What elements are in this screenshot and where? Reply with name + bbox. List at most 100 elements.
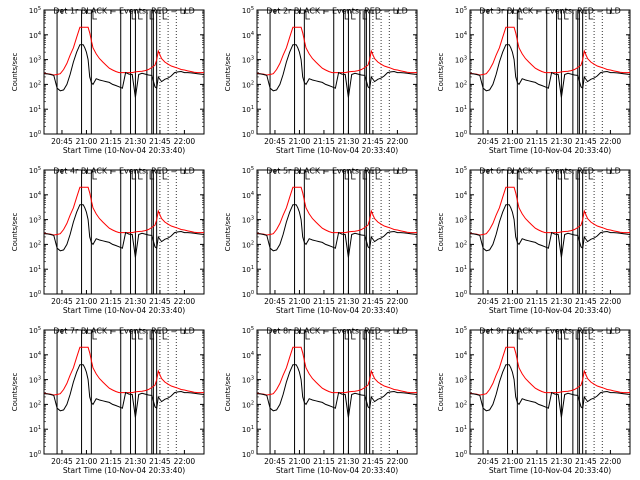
plot-frame [256, 329, 418, 455]
x-tick-label: 20:45 [264, 457, 286, 466]
series-line-events [469, 364, 631, 418]
x-tick-label: 21:15 [100, 137, 122, 146]
y-tick-label: 101 [29, 105, 41, 114]
x-tick-label: 21:45 [362, 137, 384, 146]
flag-mark [351, 11, 356, 20]
x-tick-label: 21:30 [551, 457, 573, 466]
flag-mark [162, 171, 168, 180]
y-tick-label: 100 [29, 450, 41, 459]
panel-title: Det 5r BLACK = Events, RED = LLD [266, 167, 408, 176]
x-tick-label: 21:15 [313, 457, 335, 466]
y-tick-label: 105 [455, 6, 467, 15]
y-tick-label: 105 [29, 166, 41, 175]
plot-frame [43, 329, 205, 455]
flag-mark [92, 11, 97, 20]
x-tick-label: 21:45 [362, 457, 384, 466]
x-axis-label: Start Time (10-Nov-04 20:33:40) [489, 466, 611, 475]
y-axis-label: Counts/sec [11, 373, 19, 412]
flag-mark [344, 331, 350, 340]
x-tick-label: 21:00 [76, 137, 98, 146]
y-tick-label: 102 [29, 240, 41, 249]
x-tick-label: 21:30 [551, 137, 573, 146]
panel-title: Det 3r BLACK = Events, RED = LLD [479, 7, 621, 16]
series-line-events [43, 204, 205, 258]
series-line-lld [256, 186, 417, 236]
flag-mark [557, 331, 563, 340]
x-tick-label: 21:15 [313, 297, 335, 306]
x-tick-label: 21:45 [575, 457, 597, 466]
flag-mark [131, 171, 137, 180]
x-tick-label: 22:00 [600, 457, 622, 466]
flag-mark [305, 171, 310, 180]
series-line-lld [256, 26, 417, 76]
x-axis-label: Start Time (10-Nov-04 20:33:40) [276, 146, 398, 155]
x-tick-label: 21:30 [338, 457, 360, 466]
y-tick-label: 100 [455, 450, 467, 459]
panel-title: Det 1r BLACK = Events, RED = LLD [53, 7, 195, 16]
y-tick-label: 103 [29, 216, 41, 225]
x-tick-label: 22:00 [600, 137, 622, 146]
flag-mark [138, 171, 143, 180]
x-tick-label: 20:45 [477, 297, 499, 306]
detector-panel-8: Det 8r BLACK = Events, RED = LLD 100 101 10… [224, 326, 418, 475]
panel-title: Det 4r BLACK = Events, RED = LLD [53, 167, 195, 176]
y-axis-label: Counts/sec [437, 373, 445, 412]
series-line-events [256, 364, 418, 418]
plot-frame [256, 9, 418, 135]
y-tick-label: 101 [242, 265, 254, 274]
series-line-lld [256, 346, 417, 396]
flag-mark [375, 11, 381, 20]
flag-mark [138, 11, 143, 20]
flag-mark [362, 331, 368, 340]
y-tick-label: 100 [455, 130, 467, 139]
y-tick-label: 103 [242, 376, 254, 385]
plot-frame [469, 329, 631, 455]
panel-title: Det 2r BLACK = Events, RED = LLD [266, 7, 408, 16]
x-axis-label: Start Time (10-Nov-04 20:33:40) [489, 146, 611, 155]
plot-frame [469, 169, 631, 295]
panel-title: Det 9r BLACK = Events, RED = LLD [479, 327, 621, 336]
detector-panel-2: Det 2r BLACK = Events, RED = LLD 100 101 10… [224, 6, 418, 155]
x-tick-label: 21:00 [289, 137, 311, 146]
x-tick-label: 22:00 [174, 297, 196, 306]
flag-mark [575, 11, 581, 20]
flag-mark [351, 331, 356, 340]
flag-mark [564, 331, 569, 340]
flag-mark [138, 331, 143, 340]
y-tick-label: 103 [29, 56, 41, 65]
flag-mark [131, 331, 137, 340]
y-tick-label: 102 [242, 80, 254, 89]
series-line-events [43, 364, 205, 418]
y-tick-label: 102 [455, 400, 467, 409]
series-line-events [256, 204, 418, 258]
x-tick-label: 21:00 [76, 297, 98, 306]
y-tick-label: 104 [455, 351, 467, 360]
flag-mark [162, 331, 168, 340]
y-tick-label: 102 [455, 240, 467, 249]
flag-mark [344, 171, 350, 180]
flag-mark [557, 11, 563, 20]
x-tick-label: 20:45 [264, 137, 286, 146]
y-tick-label: 102 [455, 80, 467, 89]
flag-mark [305, 11, 310, 20]
y-tick-label: 104 [242, 351, 254, 360]
y-tick-label: 104 [29, 191, 41, 200]
y-tick-label: 102 [29, 80, 41, 89]
y-tick-label: 104 [242, 31, 254, 40]
series-line-events [43, 44, 205, 98]
x-tick-label: 21:30 [551, 297, 573, 306]
y-tick-label: 100 [242, 450, 254, 459]
flag-mark [305, 331, 310, 340]
flag-mark [375, 331, 381, 340]
plot-frame [43, 169, 205, 295]
x-tick-label: 21:45 [575, 137, 597, 146]
flag-mark [131, 11, 137, 20]
x-tick-label: 21:45 [149, 297, 171, 306]
series-line-events [256, 44, 418, 98]
flag-mark [588, 331, 594, 340]
y-tick-label: 104 [29, 31, 41, 40]
x-tick-label: 21:00 [502, 297, 524, 306]
y-tick-label: 101 [242, 105, 254, 114]
detector-panel-3: Det 3r BLACK = Events, RED = LLD 100 101 10… [437, 6, 631, 155]
